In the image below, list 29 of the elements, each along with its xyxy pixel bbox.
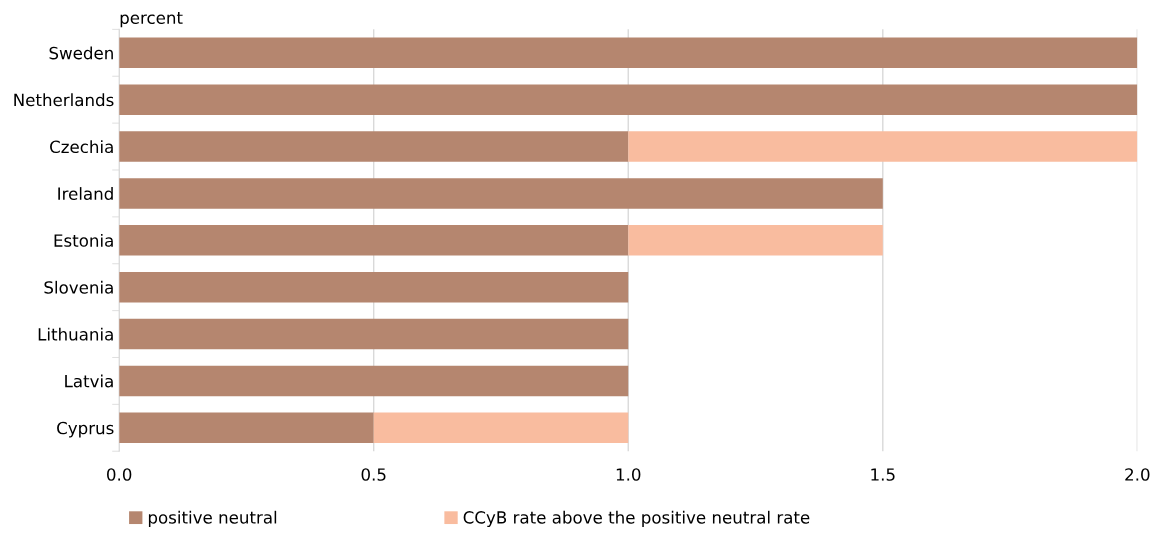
x-tick-label: 2.0 [1125,468,1150,481]
bar [119,178,883,209]
y-tick-label: Netherlands [14,93,114,107]
y-tick-label: Ireland [58,187,113,200]
bar [628,131,1138,162]
bar [119,37,1138,69]
x-tick-label: 1.5 [871,468,895,481]
bar [119,84,1138,115]
bar [119,365,629,397]
y-tick-label: Lithuania [38,327,113,341]
y-tick-label: Cyprus [57,421,114,438]
bar [628,225,883,256]
x-tick-label: 0.5 [361,468,386,481]
bar [119,225,629,256]
y-tick-label: Sweden [49,46,113,60]
bar [373,412,629,444]
bar [119,131,629,162]
bar [119,271,629,303]
legend-label: positive neutral [148,510,277,527]
y-tick-label: Latvia [65,374,113,388]
y-tick-label: Slovenia [44,280,113,294]
x-tick-label: 0.0 [107,468,132,481]
y-tick-label: Czechia [50,140,113,154]
x-axis-title: percent [120,12,183,28]
y-tick-label: Estonia [54,233,113,247]
bar [119,412,374,444]
x-tick-label: 1.0 [616,468,641,481]
bar [119,318,629,350]
legend-label: CCyB rate above the positive neutral rate [463,510,810,527]
